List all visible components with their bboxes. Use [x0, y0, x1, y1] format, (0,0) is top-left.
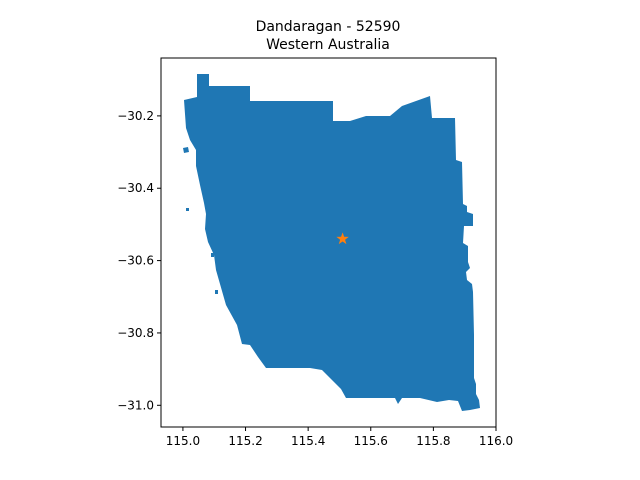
- title-line-1: Dandaragan - 52590: [256, 19, 401, 35]
- y-tick-label: −30.6: [117, 254, 154, 268]
- y-tick-label: −31.0: [117, 398, 154, 412]
- dandaragan-region: [184, 74, 480, 411]
- coastal-island: [211, 253, 214, 257]
- y-tick-label: −30.4: [117, 181, 154, 195]
- x-tick-label: 115.4: [291, 434, 325, 448]
- location-star-marker: [336, 232, 349, 245]
- x-axis: 115.0 115.2 115.4 115.6 115.8 116.0: [166, 427, 513, 448]
- coastal-island: [186, 208, 189, 211]
- y-tick-label: −30.8: [117, 326, 154, 340]
- y-axis: −30.2 −30.4 −30.6 −30.8 −31.0: [117, 109, 161, 412]
- coastal-island: [183, 147, 189, 153]
- y-tick-label: −30.2: [117, 109, 154, 123]
- x-tick-label: 115.0: [166, 434, 200, 448]
- title-line-2: Western Australia: [266, 37, 390, 53]
- axes-frame: [160, 57, 497, 428]
- x-tick-label: 116.0: [479, 434, 513, 448]
- x-tick-label: 115.6: [354, 434, 388, 448]
- x-tick-label: 115.2: [228, 434, 262, 448]
- map-area: [183, 74, 480, 411]
- x-tick-label: 115.8: [416, 434, 450, 448]
- coastal-island: [215, 290, 218, 294]
